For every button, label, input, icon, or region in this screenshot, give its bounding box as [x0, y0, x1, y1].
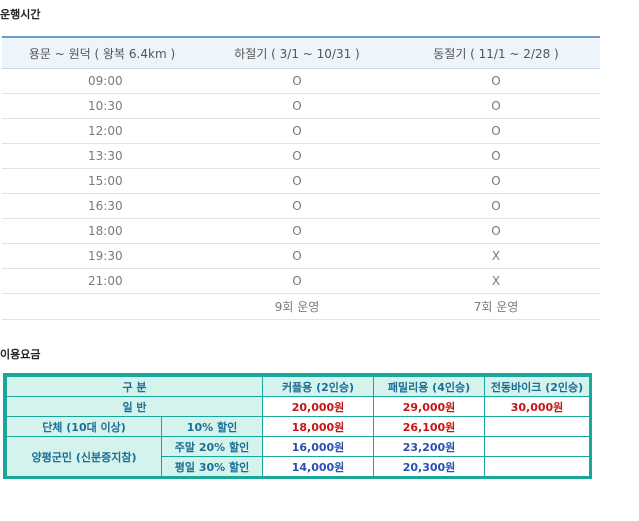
general-family-price: 29,000원	[373, 396, 486, 417]
winter-cell: O	[392, 193, 600, 219]
group-family-price: 26,100원	[373, 416, 486, 437]
weekend-ebike-empty	[484, 436, 591, 457]
group-couple-price: 18,000원	[262, 416, 375, 437]
weekend-family-price: 23,200원	[373, 436, 486, 457]
weekend-discount: 주말 20% 할인	[160, 436, 264, 457]
winter-cell: O	[392, 93, 600, 119]
table-row: 09:00 O O	[2, 68, 600, 94]
general-couple-price: 20,000원	[262, 396, 375, 417]
summer-cell: O	[202, 118, 392, 144]
general-label: 일 반	[5, 396, 264, 417]
winter-header: 동절기 ( 11/1 ~ 2/28 )	[392, 36, 600, 69]
table-row: 12:00 O O	[2, 118, 600, 144]
winter-cell: O	[392, 118, 600, 144]
weekday-couple-price: 14,000원	[262, 456, 375, 477]
couple-header: 커플용 (2인승)	[262, 376, 375, 397]
time-cell: 19:30	[2, 243, 202, 269]
time-cell: 16:30	[2, 193, 202, 219]
summer-cell: O	[202, 93, 392, 119]
fare-header-row: 구 분 커플용 (2인승) 패밀리용 (4인승) 전동바이크 (2인승)	[5, 376, 591, 397]
summer-cell: O	[202, 218, 392, 244]
table-row: 21:00 O X	[2, 268, 600, 294]
time-cell: 12:00	[2, 118, 202, 144]
group-discount: 10% 할인	[160, 416, 264, 437]
winter-cell: X	[392, 243, 600, 269]
winter-cell: X	[392, 268, 600, 294]
fare-row-group: 단체 (10대 이상) 10% 할인 18,000원 26,100원	[6, 416, 591, 437]
group-label: 단체 (10대 이상)	[6, 416, 162, 437]
family-header: 패밀리용 (4인승)	[373, 376, 486, 397]
weekend-couple-price: 16,000원	[262, 436, 375, 457]
summer-cell: O	[202, 168, 392, 194]
fare-row-general: 일 반 20,000원 29,000원 30,000원	[5, 396, 591, 417]
time-cell: 10:30	[2, 93, 202, 119]
time-cell: 09:00	[2, 68, 202, 94]
schedule-table: 용문 ~ 원덕 ( 왕복 6.4km ) 하절기 ( 3/1 ~ 10/31 )…	[2, 36, 600, 320]
schedule-header-row: 용문 ~ 원덕 ( 왕복 6.4km ) 하절기 ( 3/1 ~ 10/31 )…	[2, 36, 600, 69]
summer-cell: O	[202, 243, 392, 269]
route-header: 용문 ~ 원덕 ( 왕복 6.4km )	[2, 36, 202, 69]
summer-total: 9회 운영	[202, 293, 392, 320]
total-row: 9회 운영 7회 운영	[2, 293, 600, 320]
time-cell: 15:00	[2, 168, 202, 194]
table-row: 10:30 O O	[2, 93, 600, 119]
summer-cell: O	[202, 268, 392, 294]
table-row: 13:30 O O	[2, 143, 600, 169]
weekday-family-price: 20,300원	[373, 456, 486, 477]
table-row: 16:30 O O	[2, 193, 600, 219]
fare-table: 구 분 커플용 (2인승) 패밀리용 (4인승) 전동바이크 (2인승) 일 반…	[3, 373, 592, 479]
general-ebike-price: 30,000원	[484, 396, 591, 417]
weekday-ebike-empty	[484, 456, 591, 477]
winter-cell: O	[392, 68, 600, 94]
summer-cell: O	[202, 193, 392, 219]
residents-label: 양평군민 (신분증지참)	[6, 436, 162, 477]
table-row: 18:00 O O	[2, 218, 600, 244]
winter-cell: O	[392, 143, 600, 169]
total-label-cell	[2, 293, 202, 320]
summer-cell: O	[202, 143, 392, 169]
group-ebike-empty	[484, 416, 591, 437]
time-cell: 21:00	[2, 268, 202, 294]
winter-cell: O	[392, 218, 600, 244]
summer-cell: O	[202, 68, 392, 94]
category-header: 구 분	[5, 376, 264, 397]
fare-row-weekend: 양평군민 (신분증지참) 주말 20% 할인 16,000원 23,200원	[6, 436, 591, 477]
time-cell: 18:00	[2, 218, 202, 244]
table-row: 15:00 O O	[2, 168, 600, 194]
fare-section-title: 이용요금	[0, 348, 41, 361]
fare-row-weekday: 평일 30% 할인 14,000원 20,300원	[7, 456, 591, 477]
weekday-discount: 평일 30% 할인	[160, 456, 264, 477]
winter-total: 7회 운영	[392, 293, 600, 320]
table-row: 19:30 O X	[2, 243, 600, 269]
schedule-section-title: 운행시간	[0, 8, 41, 21]
ebike-header: 전동바이크 (2인승)	[484, 376, 591, 397]
winter-cell: O	[392, 168, 600, 194]
time-cell: 13:30	[2, 143, 202, 169]
summer-header: 하절기 ( 3/1 ~ 10/31 )	[202, 36, 392, 69]
